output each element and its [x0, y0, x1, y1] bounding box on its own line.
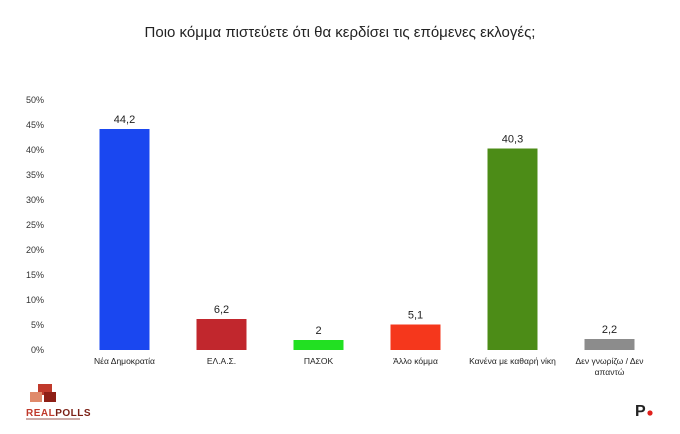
category-labels: Νέα Δημοκρατία ΕΛ.Α.Σ. ΠΑΣΟΚ Άλλο κόμμα Κανέ… — [94, 356, 644, 377]
corner-dot — [647, 410, 653, 416]
corner-logo: P — [635, 403, 653, 420]
bar — [390, 324, 441, 350]
value-label: 44,2 — [114, 114, 135, 126]
bar — [584, 339, 635, 350]
y-tick-label: 25% — [26, 220, 44, 230]
y-tick-label: 10% — [26, 295, 44, 305]
y-tick-label: 15% — [26, 270, 44, 280]
category-label: Δεν γνωρίζω / Δεν — [575, 356, 643, 366]
logo-block-3 — [44, 392, 56, 402]
y-tick-label: 0% — [31, 345, 44, 355]
bar — [196, 319, 247, 350]
logo-text: REALPOLLS — [26, 408, 91, 419]
logo-real: REAL — [26, 408, 55, 419]
y-tick-label: 35% — [26, 170, 44, 180]
value-label: 2 — [315, 325, 321, 337]
bar — [487, 148, 538, 350]
y-tick-label: 5% — [31, 320, 44, 330]
category-label: Νέα Δημοκρατία — [94, 356, 155, 366]
logo-block-2 — [30, 392, 42, 402]
corner-mark: P — [635, 403, 646, 420]
logo-block-1 — [38, 384, 52, 395]
y-axis: 0% 5% 10% 15% 20% 25% 30% 35% 40% 45% 50% — [26, 95, 44, 355]
y-tick-label: 50% — [26, 95, 44, 105]
category-label: Κανένα με καθαρή νίκη — [469, 356, 556, 366]
value-label: 2,2 — [602, 324, 617, 336]
y-tick-label: 40% — [26, 145, 44, 155]
chart-title: Ποιο κόμμα πιστεύετε ότι θα κερδίσει τις… — [145, 24, 536, 41]
realpolls-logo: REALPOLLS — [26, 384, 91, 420]
category-label: ΠΑΣΟΚ — [304, 356, 334, 366]
value-label: 5,1 — [408, 310, 423, 322]
y-tick-label: 20% — [26, 245, 44, 255]
category-label: απαντώ — [595, 367, 625, 377]
y-tick-label: 45% — [26, 120, 44, 130]
bar — [99, 129, 150, 350]
value-label: 40,3 — [502, 134, 523, 146]
value-labels: 44,2 6,2 2 5,1 40,3 2,2 — [114, 114, 617, 337]
bars — [99, 129, 635, 350]
bar — [293, 340, 344, 350]
y-tick-label: 30% — [26, 195, 44, 205]
category-label: ΕΛ.Α.Σ. — [207, 356, 236, 366]
logo-polls: POLLS — [55, 408, 91, 419]
value-label: 6,2 — [214, 304, 229, 316]
category-label: Άλλο κόμμα — [393, 356, 438, 366]
